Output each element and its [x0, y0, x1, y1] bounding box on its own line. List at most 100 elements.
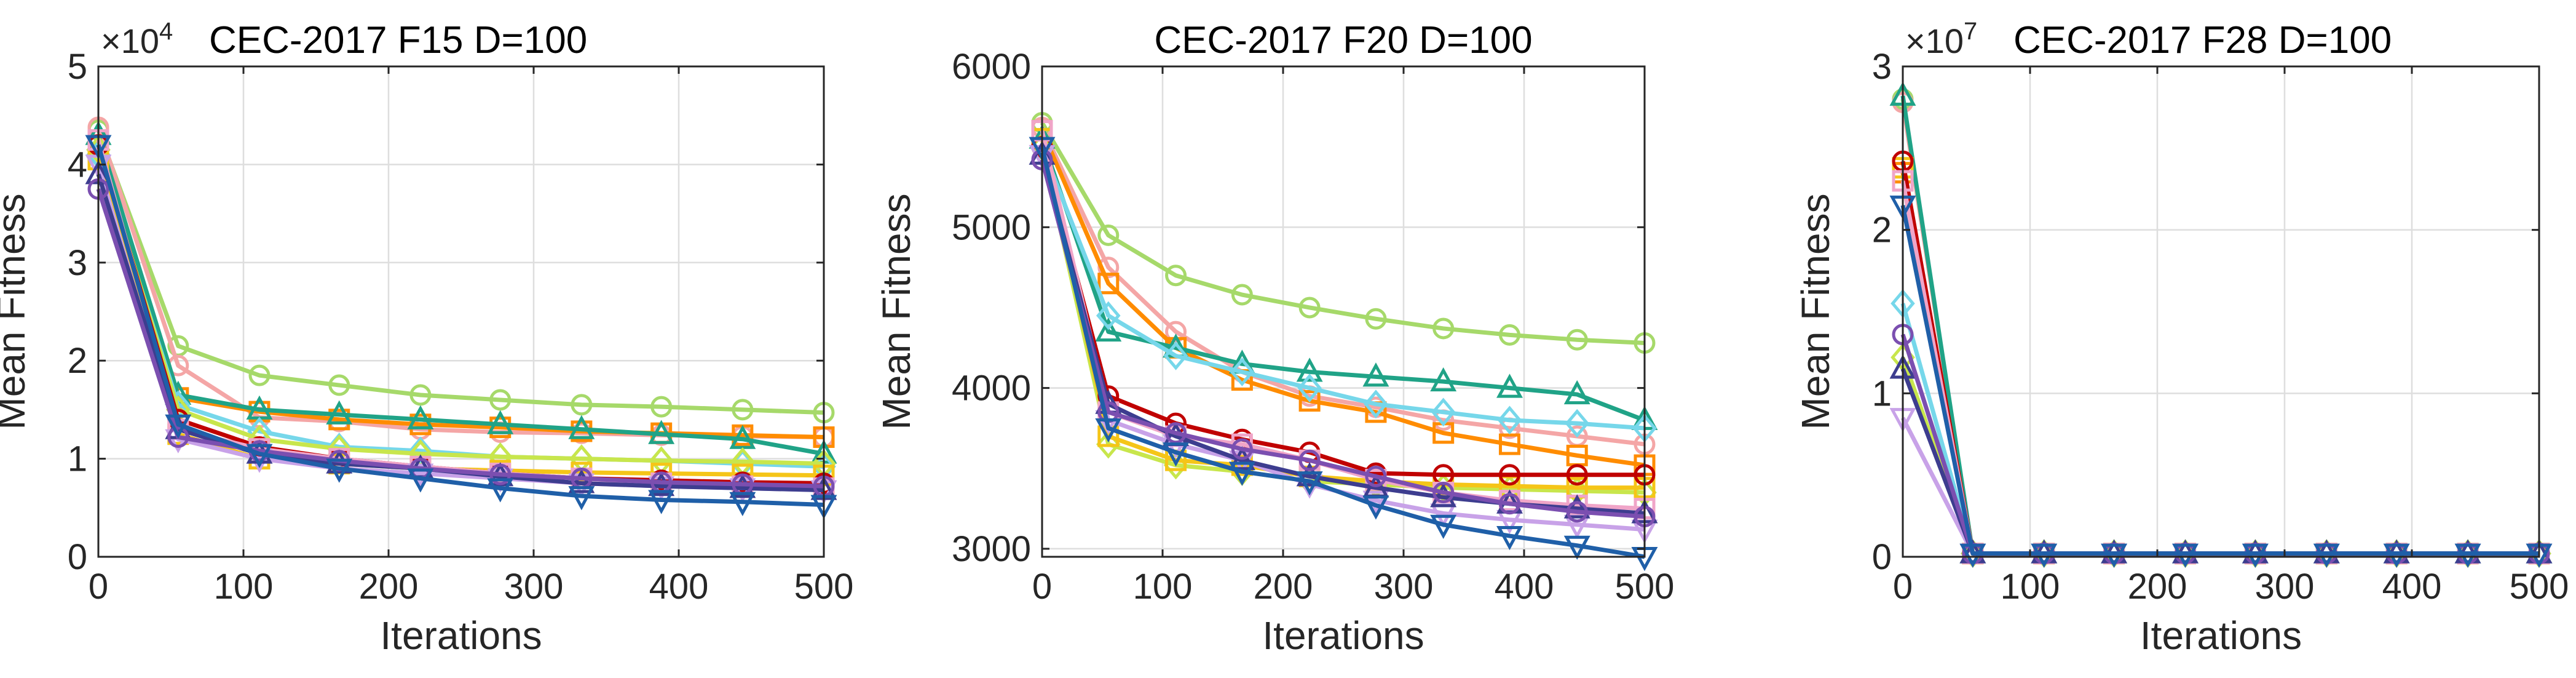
series-point-S5 — [1230, 357, 1255, 386]
series-point-S12 — [1231, 438, 1253, 460]
series-point-S12 — [1298, 449, 1321, 471]
x-tick-label: 500 — [1615, 567, 1675, 607]
series-point-S1 — [1432, 317, 1455, 340]
series-point-S4 — [1430, 367, 1457, 392]
series-point-S1 — [489, 389, 512, 411]
series-point-S1 — [1298, 297, 1321, 319]
axes-box — [1902, 65, 2540, 558]
series-point-S2 — [1165, 321, 1187, 343]
series-point-S4 — [648, 420, 675, 444]
series-point-S13 — [487, 478, 514, 503]
series-point-S8 — [1566, 464, 1588, 486]
series-point-S11 — [1296, 462, 1323, 487]
series-line-S4 — [96, 134, 824, 457]
series-point-S11 — [568, 469, 595, 493]
series-point-S4 — [1496, 373, 1523, 398]
series-point-S1 — [328, 374, 350, 396]
y-tick-label: 1 — [1872, 373, 1892, 413]
series-line-S4 — [1040, 138, 1646, 423]
chart-title: CEC-2017 F20 D=100 — [1154, 19, 1532, 62]
x-tick-label: 200 — [1254, 567, 1313, 607]
y-tick-label: 6000 — [952, 47, 1031, 87]
series-point-S13 — [165, 414, 192, 439]
series-point-S4 — [1095, 317, 1122, 342]
series-point-S11 — [729, 474, 756, 498]
series-point-S12 — [1432, 481, 1455, 503]
grid — [98, 66, 824, 557]
series-line-S3 — [1040, 130, 1645, 468]
axis-exponent: ×104 — [101, 18, 173, 60]
series-point-S12 — [489, 463, 512, 485]
series-point-S13 — [648, 490, 675, 514]
series-group — [1029, 111, 1658, 572]
x-tick-label: 100 — [1133, 567, 1193, 607]
series-point-S13 — [1430, 514, 1457, 539]
series-point-S1 — [1498, 324, 1520, 346]
series-line-S8 — [1040, 146, 1645, 477]
series-point-S4 — [1362, 362, 1389, 387]
x-tick-label: 500 — [2510, 567, 2569, 607]
y-tick-label: 3000 — [952, 529, 1031, 569]
plot-area — [1903, 66, 2539, 557]
series-line-S12 — [96, 188, 824, 489]
series-point-S1 — [571, 394, 593, 416]
y-axis-label: Mean Fitness — [1793, 193, 1838, 429]
series-line-S13 — [1040, 146, 1645, 559]
series-point-S11 — [1228, 446, 1255, 471]
x-tick-label: 400 — [1495, 567, 1554, 607]
series-line-S6 — [96, 149, 824, 466]
series-point-S13 — [2101, 543, 2128, 568]
series-point-S8 — [1498, 464, 1520, 486]
axes-box — [97, 65, 825, 558]
series-line-S7 — [1040, 138, 1645, 490]
series-point-S13 — [407, 468, 434, 493]
series-point-S13 — [1563, 535, 1590, 560]
series-point-S13 — [2383, 543, 2410, 568]
series-point-S12 — [1365, 465, 1387, 487]
y-tick-label: 3 — [1872, 47, 1892, 87]
x-tick-label: 100 — [214, 567, 274, 607]
series-group — [1889, 81, 2553, 568]
series-point-S4 — [326, 400, 353, 425]
series-point-S12 — [1566, 501, 1588, 523]
series-line-S12 — [1040, 159, 1645, 519]
series-point-S11 — [1563, 494, 1590, 519]
series-point-S3 — [1298, 390, 1321, 412]
series-line-S1 — [96, 129, 824, 415]
y-axis-label: Mean Fitness — [0, 193, 33, 429]
y-tick-label: 1 — [68, 439, 87, 479]
series-line-S5 — [1040, 146, 1645, 431]
chart-2: 0 100 200 300 400 500 3000 4000 5000 6000 Iteratio… — [874, 19, 1674, 658]
series-point-S1 — [1365, 308, 1387, 330]
x-axis-label: Iterations — [2140, 613, 2302, 658]
y-tick-label: 0 — [68, 537, 87, 577]
series-point-S13 — [729, 492, 756, 516]
y-tick-label: 0 — [1872, 537, 1892, 577]
series-point-S13 — [1362, 495, 1389, 520]
series-point-S4 — [1563, 380, 1590, 405]
series-point-S13 — [1163, 442, 1190, 467]
y-tick-label: 4 — [68, 145, 87, 185]
series-group — [85, 116, 837, 519]
chart-3: 0 100 200 300 400 500 0 1 2 3 Iterations Mean Fitne… — [1793, 18, 2569, 658]
chart-title: CEC-2017 F15 D=100 — [209, 19, 587, 62]
x-tick-label: 500 — [794, 567, 854, 607]
y-tick-label: 3 — [68, 243, 87, 283]
series-point-S4 — [568, 415, 595, 439]
x-tick-label: 300 — [1374, 567, 1434, 607]
x-tick-label: 200 — [2128, 567, 2187, 607]
series-point-S1 — [732, 399, 754, 421]
x-tick-label: 400 — [649, 567, 709, 607]
series-point-S13 — [2313, 543, 2340, 568]
series-point-S13 — [2242, 543, 2269, 568]
y-tick-label: 5 — [68, 47, 87, 87]
x-tick-label: 0 — [1893, 567, 1913, 607]
series-point-S13 — [2031, 543, 2058, 568]
series-point-S12 — [1165, 422, 1187, 444]
series-point-S13 — [1496, 526, 1523, 551]
y-tick-label: 2 — [1872, 210, 1892, 250]
series-point-S5 — [1163, 341, 1188, 370]
x-tick-label: 300 — [504, 567, 564, 607]
axes-box — [1041, 65, 1646, 558]
